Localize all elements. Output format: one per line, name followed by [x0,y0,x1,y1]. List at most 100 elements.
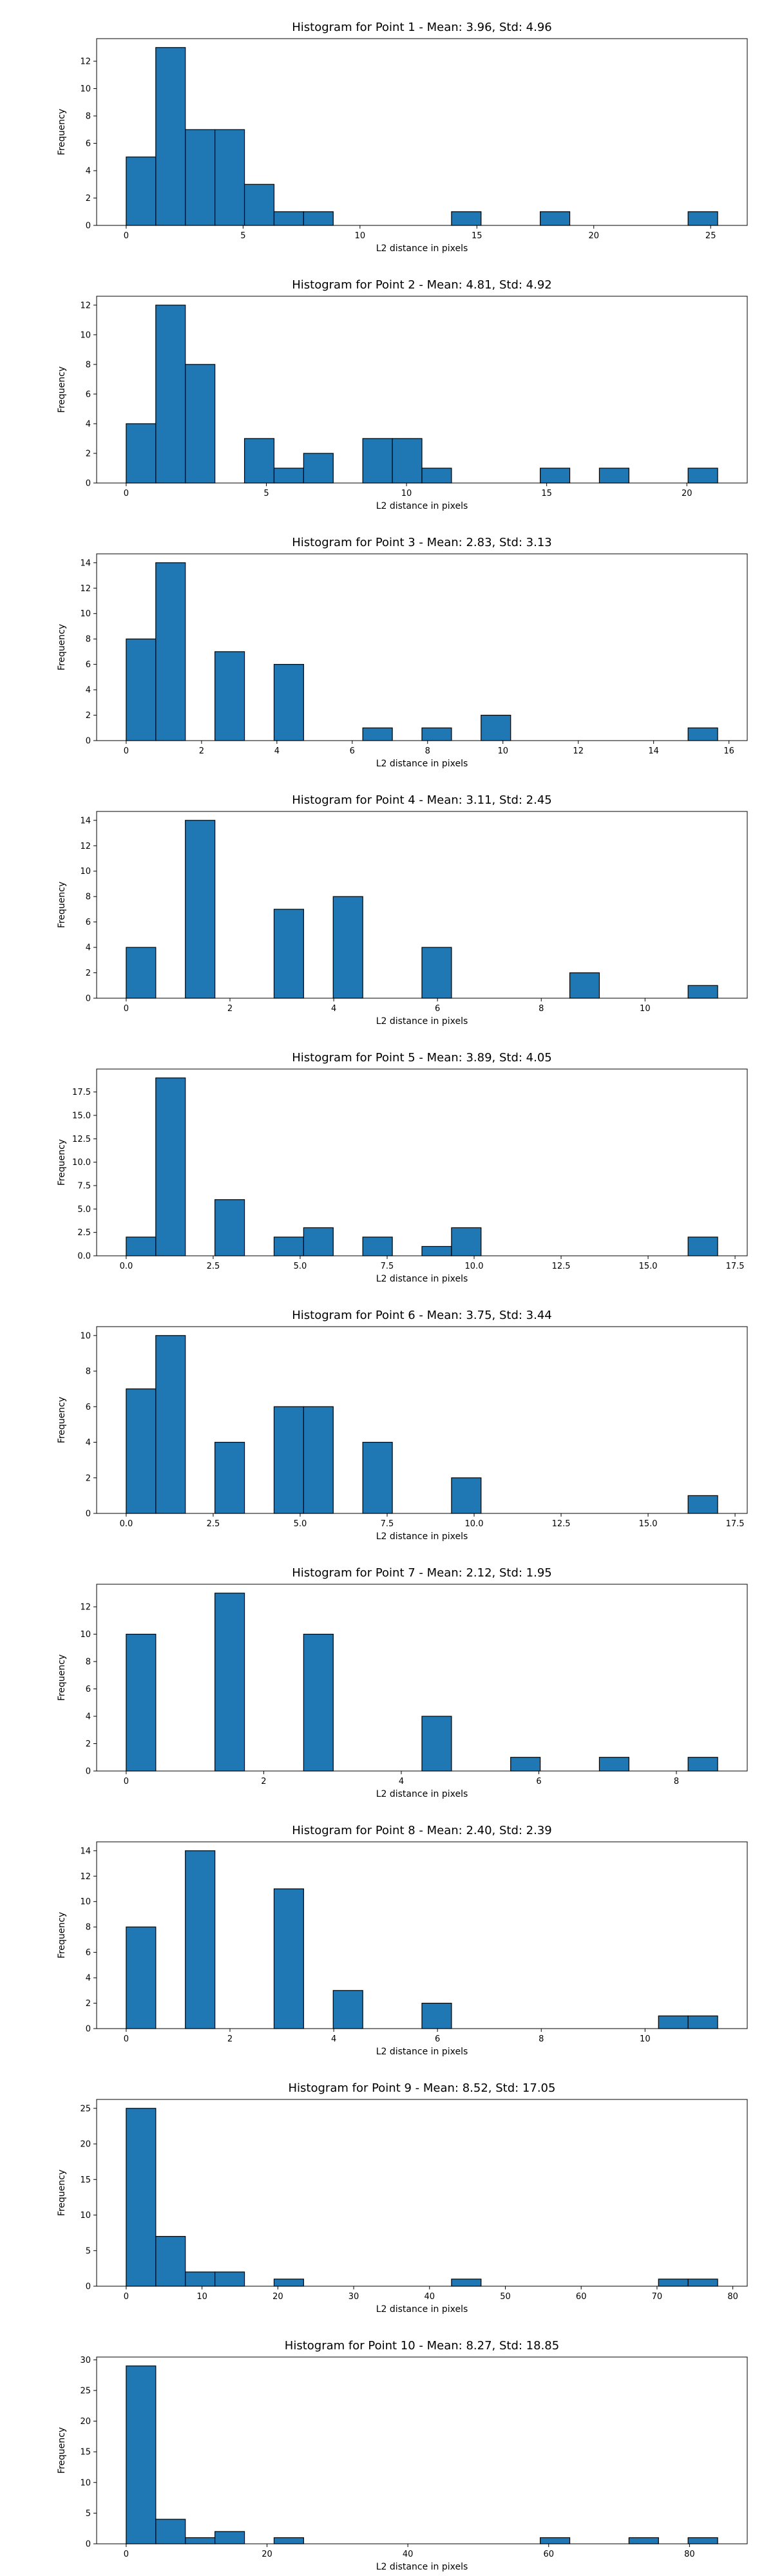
chart-title: Histogram for Point 4 - Mean: 3.11, Std:… [292,793,552,807]
histogram-bar [451,211,482,226]
histogram-panel: Histogram for Point 4 - Mean: 3.11, Std:… [57,793,748,1027]
histogram-bar [421,2002,452,2029]
x-axis-label: L2 distance in pixels [376,501,468,511]
histogram-bar [273,2537,304,2544]
histogram-bar [215,129,245,226]
histogram-bar [273,1406,304,1514]
histogram-bar [185,820,216,999]
y-tick-label: 2.5 [77,1228,91,1238]
y-tick-label: 7.5 [77,1181,91,1191]
axes-frame [96,296,748,484]
histogram-bar [155,562,186,741]
histogram-panel: Histogram for Point 8 - Mean: 2.40, Std:… [57,1824,748,2057]
x-tick-label: 10 [640,1004,651,1014]
y-axis-label: Frequency [57,882,67,928]
histogram-bar [215,1593,245,1772]
histogram-bar [155,47,186,226]
histogram-bar [273,1236,304,1256]
histogram-bar [687,211,718,226]
y-axis-label: Frequency [57,366,67,413]
x-axis-label: L2 distance in pixels [376,1016,468,1027]
histogram-bar [481,714,511,741]
y-tick-label: 6 [86,918,91,927]
x-tick-label: 2.5 [207,1519,220,1529]
chart-title: Histogram for Point 7 - Mean: 2.12, Std:… [292,1566,552,1580]
y-tick-label: 10 [80,2211,91,2221]
y-tick-label: 8 [86,360,91,370]
histogram-bar [540,468,571,484]
x-tick-label: 0 [124,1004,129,1014]
histogram-bar [273,468,304,484]
histogram-bar [392,438,423,484]
y-tick-label: 15 [80,2448,91,2458]
x-tick-label: 7.5 [381,1519,394,1529]
histogram-panel: Histogram for Point 3 - Mean: 2.83, Std:… [57,536,748,769]
x-tick-label: 17.5 [726,1519,745,1529]
x-tick-label: 60 [543,2550,554,2559]
histogram-bar [126,2365,157,2544]
x-tick-label: 20 [588,231,599,241]
histogram-bar [598,468,629,484]
histogram-bar [215,1441,245,1514]
x-tick-label: 12 [573,746,584,756]
histogram-bar [421,468,452,484]
y-tick-label: 10 [80,1331,91,1341]
y-tick-label: 2 [86,449,91,459]
x-tick-label: 12.5 [552,1519,571,1529]
histogram-bar [421,727,452,741]
histogram-bar [687,1495,718,1514]
y-axis-label: Frequency [57,109,67,155]
histogram-bar [126,2108,157,2287]
histogram-bar [185,1850,216,2029]
x-tick-label: 20 [682,489,692,498]
chart-title: Histogram for Point 2 - Mean: 4.81, Std:… [292,278,552,292]
y-tick-label: 4 [86,686,91,696]
x-tick-label: 10 [355,231,366,241]
y-tick-label: 4 [86,1438,91,1448]
y-tick-label: 10 [80,609,91,619]
x-tick-label: 4 [331,1004,336,1014]
y-tick-label: 10 [80,2478,91,2488]
histogram-bar [273,909,304,999]
histogram-bar [540,211,571,226]
y-tick-label: 8 [86,893,91,902]
histogram-bar [687,2015,718,2029]
y-tick-label: 0.0 [77,1252,91,1262]
y-tick-label: 0 [86,1767,91,1777]
histogram-panel: Histogram for Point 7 - Mean: 2.12, Std:… [57,1566,748,1799]
y-tick-label: 10.0 [72,1158,91,1168]
x-axis-label: L2 distance in pixels [376,243,468,254]
y-tick-label: 14 [80,1846,91,1856]
y-tick-label: 10 [80,1630,91,1640]
axes-frame [96,2099,748,2287]
x-tick-label: 4 [274,746,280,756]
x-tick-label: 50 [500,2292,511,2302]
x-tick-label: 20 [262,2550,272,2559]
x-tick-label: 16 [723,746,734,756]
x-tick-label: 30 [348,2292,359,2302]
x-tick-label: 10 [497,746,508,756]
y-tick-label: 8 [86,1658,91,1667]
y-tick-label: 2 [86,194,91,204]
x-tick-label: 5 [240,231,245,241]
histogram-bar [126,156,157,226]
histogram-bar [273,211,304,226]
y-tick-label: 20 [80,2417,91,2427]
x-tick-label: 60 [576,2292,587,2302]
x-tick-label: 0 [124,746,129,756]
x-tick-label: 15 [541,489,552,498]
histogram-bar [215,651,245,741]
histogram-bar [687,727,718,741]
x-tick-label: 25 [705,231,716,241]
y-tick-label: 0 [86,2025,91,2034]
x-tick-label: 10.0 [465,1519,484,1529]
chart-title: Histogram for Point 9 - Mean: 8.52, Std:… [289,2081,556,2095]
histogram-bar [658,2278,689,2287]
histogram-bar [215,2531,245,2544]
x-tick-label: 2 [261,1777,266,1786]
histogram-bar [155,305,186,484]
y-tick-label: 20 [80,2140,91,2150]
x-tick-label: 7.5 [381,1262,394,1271]
x-tick-label: 0 [124,1777,129,1786]
